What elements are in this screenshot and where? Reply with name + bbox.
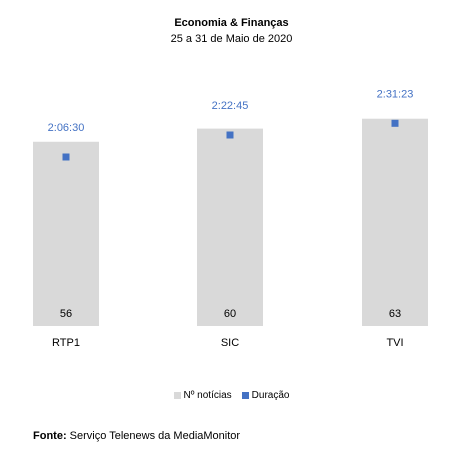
chart-legend: Nº notícias Duração — [0, 390, 463, 401]
duration-point-sic — [226, 131, 234, 139]
bar-value-label-rtp1: 56 — [60, 308, 72, 320]
duration-label-sic: 2:22:45 — [212, 100, 249, 112]
duration-label-tvi: 2:31:23 — [377, 88, 414, 100]
legend-swatch-duracao — [241, 392, 249, 399]
legend-item-duracao: Duração — [241, 390, 290, 401]
duration-point-tvi — [391, 119, 399, 127]
source-text: Serviço Telenews da MediaMonitor — [69, 430, 241, 442]
bar-value-label-sic: 60 — [224, 308, 236, 320]
category-label-tvi: TVI — [386, 337, 403, 349]
legend-item-noticias: Nº notícias — [173, 390, 232, 401]
legend-label-duracao: Duração — [251, 390, 290, 401]
duration-point-rtp1 — [62, 153, 70, 161]
chart-subtitle: 25 a 31 de Maio de 2020 — [170, 33, 293, 45]
chart-title: Economia & Finanças — [174, 17, 289, 29]
legend-swatch-noticias — [173, 392, 181, 399]
source-note: Fonte: Serviço Telenews da MediaMonitor — [33, 430, 240, 442]
bar-tvi — [362, 118, 428, 326]
category-label-sic: SIC — [221, 337, 239, 349]
duration-label-rtp1: 2:06:30 — [48, 122, 85, 134]
category-label-rtp1: RTP1 — [52, 337, 80, 349]
chart-plot: 56 RTP1 2:06:30 60 SIC 2:22:45 63 TVI 2:31:23 — [33, 88, 428, 349]
source-label: Fonte: — [33, 430, 67, 442]
bar-rtp1 — [33, 141, 99, 326]
bar-value-label-tvi: 63 — [389, 308, 401, 320]
legend-label-noticias: Nº notícias — [183, 390, 232, 401]
bar-sic — [197, 128, 263, 326]
